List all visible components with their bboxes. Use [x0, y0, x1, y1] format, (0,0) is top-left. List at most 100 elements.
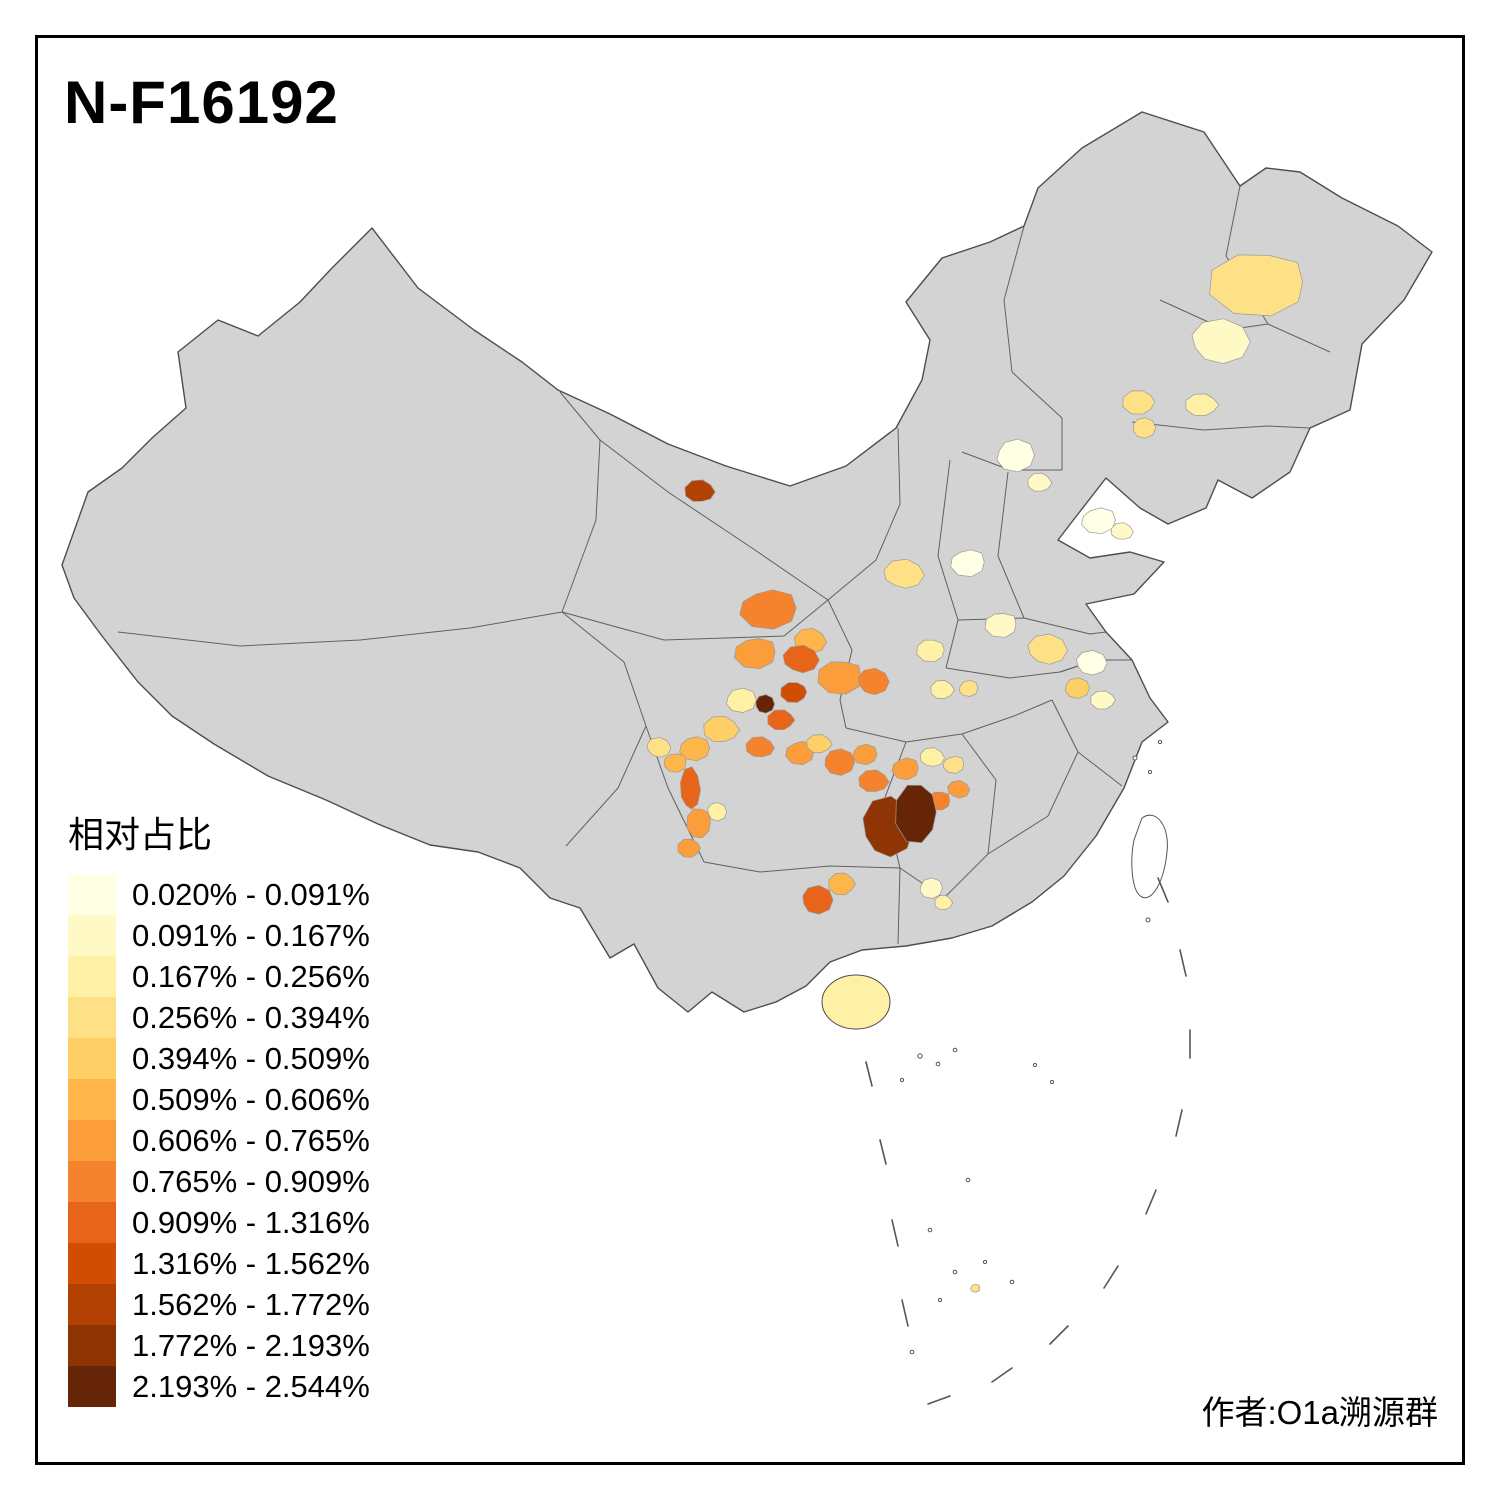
legend-item: 0.167% - 0.256%	[68, 956, 370, 997]
legend-swatch	[68, 1243, 116, 1284]
map-region	[1209, 254, 1303, 317]
author-credit: 作者:O1a溯源群	[1201, 1394, 1438, 1431]
map-region	[755, 694, 775, 714]
map-region	[707, 802, 728, 822]
legend-title: 相对占比	[68, 814, 213, 855]
legend-item: 1.316% - 1.562%	[68, 1243, 370, 1284]
page-title: N-F16192	[64, 69, 339, 136]
map-region	[726, 687, 757, 713]
map-region	[802, 885, 834, 915]
map-region	[739, 589, 797, 630]
legend-label: 1.316% - 1.562%	[132, 1245, 370, 1281]
china-mainland-shape	[61, 111, 1433, 1013]
map-region	[684, 479, 716, 502]
map-region	[919, 747, 946, 767]
hainan-island	[821, 974, 891, 1030]
map-region	[734, 638, 776, 670]
map-region	[663, 753, 687, 773]
map-region	[767, 709, 796, 731]
legend-label: 0.167% - 0.256%	[132, 958, 370, 994]
legend-label: 1.772% - 2.193%	[132, 1327, 370, 1363]
map-region	[1065, 677, 1090, 699]
legend-label: 0.020% - 0.091%	[132, 876, 370, 912]
map-region	[934, 894, 954, 910]
map-region	[1076, 650, 1108, 676]
legend-swatch	[68, 1366, 116, 1407]
legend-label: 0.909% - 1.316%	[132, 1204, 370, 1240]
map-region	[679, 736, 710, 762]
legend-swatch	[68, 956, 116, 997]
legend-label: 0.765% - 0.909%	[132, 1163, 370, 1199]
map-region	[984, 613, 1017, 638]
legend-swatch	[68, 1284, 116, 1325]
map-region	[677, 838, 701, 858]
map-region	[828, 872, 857, 896]
legend-item: 1.562% - 1.772%	[68, 1284, 370, 1325]
map-region	[1122, 390, 1155, 415]
map-region	[817, 661, 862, 695]
map-region	[970, 1283, 981, 1293]
legend-item: 0.606% - 0.765%	[68, 1120, 370, 1161]
map-region	[703, 715, 741, 742]
map-region	[1090, 690, 1116, 710]
legend-item: 1.772% - 2.193%	[68, 1325, 370, 1366]
legend-swatch	[68, 997, 116, 1038]
legend-swatch	[68, 874, 116, 915]
legend-swatch	[68, 1038, 116, 1079]
legend-label: 0.091% - 0.167%	[132, 917, 370, 953]
legend-label: 1.562% - 1.772%	[132, 1286, 370, 1322]
map-region	[780, 682, 808, 703]
map-region	[686, 808, 711, 839]
legend-items: 0.020% - 0.091% 0.091% - 0.167% 0.167% - 0…	[68, 874, 370, 1407]
map-region	[680, 766, 701, 810]
map-region	[1081, 507, 1116, 535]
plot-frame	[35, 35, 1465, 1465]
map-region	[1185, 393, 1220, 416]
map-region	[895, 784, 937, 844]
legend-swatch	[68, 1325, 116, 1366]
legend-label: 0.394% - 0.509%	[132, 1040, 370, 1076]
legend-swatch	[68, 1202, 116, 1243]
map-region	[919, 877, 943, 899]
map-region	[858, 769, 890, 792]
colored-regions	[646, 254, 1303, 1293]
legend-label: 0.509% - 0.606%	[132, 1081, 370, 1117]
map-region	[947, 780, 971, 799]
map-region	[782, 644, 820, 674]
map-region	[1027, 472, 1053, 492]
legend-item: 0.020% - 0.091%	[68, 874, 370, 915]
map-region	[950, 549, 985, 578]
legend-item: 0.909% - 1.316%	[68, 1202, 370, 1243]
legend-swatch	[68, 1079, 116, 1120]
map-region	[857, 667, 890, 696]
legend-item: 0.394% - 0.509%	[68, 1038, 370, 1079]
legend-item: 0.091% - 0.167%	[68, 915, 370, 956]
map-region	[806, 734, 833, 753]
map-region	[996, 438, 1035, 473]
map-region	[942, 755, 965, 774]
legend: 相对占比 0.020% - 0.091% 0.091% - 0.167% 0.167…	[68, 806, 370, 1407]
map-region	[852, 743, 878, 765]
legend-label: 2.193% - 2.544%	[132, 1368, 370, 1404]
map-region	[1110, 522, 1134, 540]
nine-dash-line	[865, 877, 1191, 1405]
legend-label: 0.256% - 0.394%	[132, 999, 370, 1035]
legend-item: 2.193% - 2.544%	[68, 1366, 370, 1407]
legend-swatch	[68, 915, 116, 956]
map-region	[824, 748, 856, 776]
map-region	[916, 639, 945, 663]
map-region	[646, 737, 672, 758]
map-region	[1027, 633, 1068, 665]
legend-item: 0.256% - 0.394%	[68, 997, 370, 1038]
map-region	[891, 757, 919, 781]
map-region	[1191, 318, 1251, 364]
legend-item: 0.765% - 0.909%	[68, 1161, 370, 1202]
legend-item: 0.509% - 0.606%	[68, 1079, 370, 1120]
small-islands	[899, 739, 1163, 1355]
map-region	[745, 736, 775, 758]
map-region	[958, 679, 979, 697]
taiwan-island	[1131, 814, 1168, 899]
map-region	[1133, 417, 1157, 439]
